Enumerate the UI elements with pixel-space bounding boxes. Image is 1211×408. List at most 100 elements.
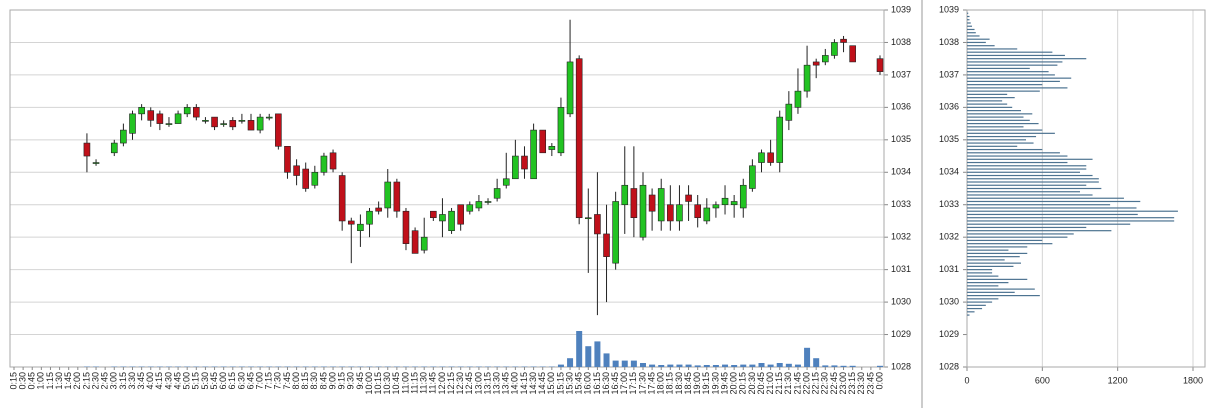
candle-body [557,107,565,154]
x-tick-label: 19:45 [719,372,729,395]
candle-body [694,204,701,219]
x-tick-label: 5:00 [182,372,192,390]
x-tick-label: 9:30 [346,372,356,390]
x-tick-label: 18:00 [656,372,666,395]
candle-body [512,155,519,180]
profile-bar [967,265,1014,267]
x-tick-label: 14:30 [528,372,538,395]
candle-body [822,55,829,63]
candle-body [484,201,492,203]
candle-body [83,142,91,157]
candle-body [785,103,793,121]
candle-body [448,210,455,231]
profile-bar [967,25,973,27]
volume-bar [658,365,665,367]
profile-bar [967,204,1111,206]
profile-bar [967,295,1040,297]
candle-body [575,58,583,219]
volume-bar [794,364,801,367]
x-tick-label: 23:00 [838,372,848,395]
candle-body [667,204,674,222]
profile-bar [967,243,1053,245]
profile-bar [967,155,1068,157]
x-tick-label: 12:15 [446,372,456,395]
volume-bar [667,364,674,367]
candle-body [457,204,464,225]
x-tick-label: 14:00 [510,372,520,395]
profile-bar [967,35,980,37]
profile-bar [967,48,1018,50]
x-tick-label: 0:15 [8,372,18,390]
profile-bar [967,174,1093,177]
profile-bar [967,275,999,277]
volume-bar [612,360,619,367]
candle-body [165,123,173,125]
candle-body [812,61,820,66]
profile-bar [967,126,1024,128]
y-tick-label: 1036 [939,102,959,112]
profile-bar [967,187,1102,190]
y-tick-label: 1035 [939,134,959,144]
candle-body [749,165,756,189]
profile-bar [967,171,1080,173]
x-tick-label: 3:00 [109,372,119,390]
x-tick-label: 4:30 [163,372,173,390]
x-tick-label: 4:15 [154,372,164,390]
profile-bar [967,135,1037,138]
candle-body [247,120,255,131]
candle-body [275,113,282,147]
volume-bar [877,365,883,367]
volume-bar [813,358,820,367]
profile-bar [967,113,1033,115]
profile-bar [967,181,1099,183]
x-tick-label: 11:30 [419,372,429,394]
y-tick-label: 1035 [891,134,911,144]
volume-bar [703,365,710,367]
candle-body [439,214,446,222]
candle-body [566,61,574,115]
volume-bar [594,341,601,367]
candle-body [530,129,537,180]
profile-bar [967,184,1087,186]
candle-body [676,204,683,222]
x-tick-label: 0:45 [27,372,37,390]
y-tick-label: 1029 [891,329,911,339]
profile-bar [967,220,1175,222]
profile-bar [967,314,970,316]
profile-bar [967,259,1005,261]
x-tick-label: 2:45 [100,372,110,390]
y-tick-label: 1039 [891,4,911,14]
candle-body [776,116,784,163]
profile-bar [967,304,986,306]
candle-body [110,142,118,154]
x-tick-label: 0:30 [17,372,27,390]
candle-body [329,152,337,170]
candle-body [384,181,392,209]
x-tick-label: 15:00 [546,372,556,395]
profile-bar [967,84,1043,86]
profile-bar [967,64,1058,66]
candle-body [493,188,501,199]
candle-body [293,165,300,176]
x-tick-label: 9:45 [355,372,365,390]
y-tick-label: 1030 [939,296,959,306]
profile-bar [967,168,1087,170]
candle-body [831,42,838,56]
volume-bar [685,364,692,367]
y-tick-label: 1031 [939,264,959,274]
volume-bar [785,363,792,367]
x-tick-label: 7:15 [264,372,274,390]
volume-bar [849,365,856,367]
x-tick-label: 1:45 [63,372,73,390]
candle-body [849,45,856,63]
candle-body [147,110,155,121]
candle-body [502,178,510,186]
x-tick-label: 1:15 [45,372,55,390]
y-tick-label: 1030 [891,296,911,306]
volume-bar [722,364,729,367]
x-tick-label: 7:30 [273,372,283,390]
profile-bar [967,262,1021,264]
volume-bar [567,358,574,367]
volume-bar [649,364,656,367]
